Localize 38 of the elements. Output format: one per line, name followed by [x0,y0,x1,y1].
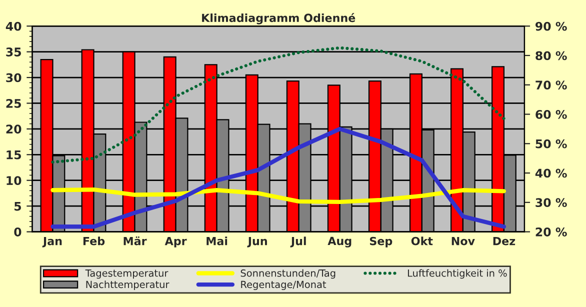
line-series [50,188,506,204]
y-tick-label: 0 [14,228,22,236]
chart-title: Klimadiagramm Odienné [202,13,356,24]
y2-tick-label: 80 % [536,51,567,60]
y2-tick-label: 20 % [536,228,567,236]
x-tick-label: Jan [42,236,62,248]
y2-tick-label: 50 % [536,139,567,148]
y2-tick-label: 90 % [535,22,567,31]
legend-label: Regentage/Monat [241,280,326,290]
y-tick-label: 40 [6,22,22,31]
x-tick-label: Sep [370,236,392,248]
line-series [51,46,506,164]
x-tick-label: Jul [290,236,306,248]
legend-label: Tagestemperatur [85,270,168,279]
x-tick-label: Dez [493,236,516,246]
line-series [50,126,506,229]
x-tick-label: Feb [83,236,105,246]
y-tick-label: 15 [6,150,21,160]
y2-tick-label: 40 % [535,168,567,178]
y-tick-label: 30 [6,73,22,82]
x-tick-label: Apr [164,236,187,248]
y-tick-label: 10 [6,176,22,186]
y-tick-label: 35 [6,48,21,56]
legend-label: Sonnenstunden/Tag [240,269,336,279]
y-tick-label: 25 [6,98,21,108]
y-tick-label: 20 [6,124,22,134]
x-tick-label: Nov [452,236,475,246]
x-tick-label: Mai [206,236,228,246]
x-tick-label: Mär [124,236,147,246]
y2-tick-label: 70 % [536,80,567,90]
legend-label: Luftfeuchtigkeit in % [408,269,507,279]
y2-tick-label: 30 % [536,198,567,208]
x-tick-label: Aug [328,236,352,248]
x-tick-label: Jun [247,236,267,248]
y-tick-label: 5 [14,202,21,211]
y2-tick-label: 60 % [536,110,567,119]
legend-label: Nachttemperatur [86,280,170,290]
x-tick-label: Okt [411,236,433,246]
